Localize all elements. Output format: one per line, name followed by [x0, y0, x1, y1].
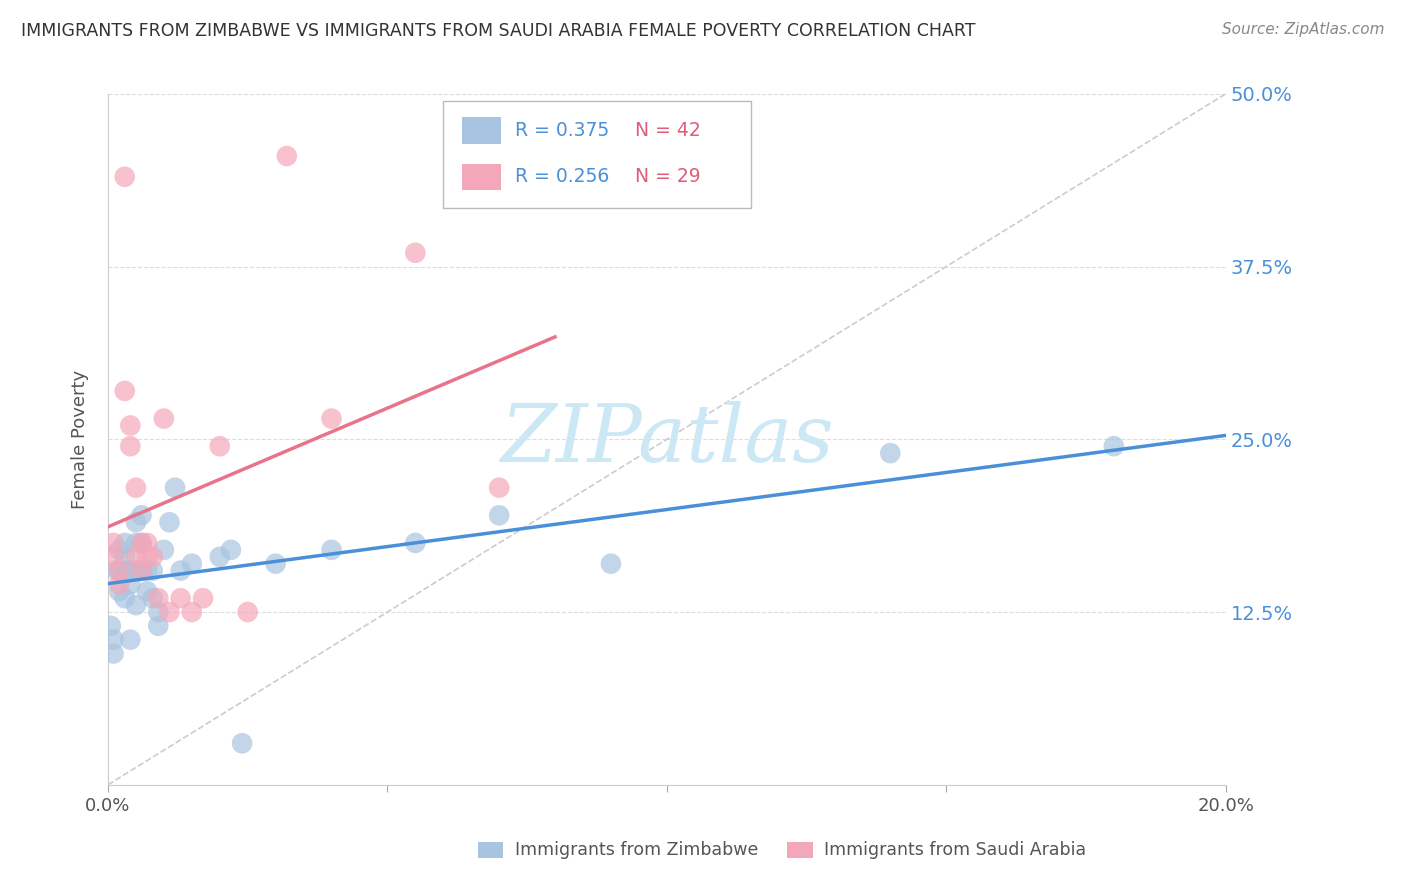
Point: [103, 647, 125, 661]
Point: [136, 536, 159, 550]
Point: [120, 564, 142, 578]
Point: [125, 549, 148, 564]
Point: [180, 605, 202, 619]
Point: [120, 577, 142, 591]
Point: [114, 169, 136, 184]
Point: [114, 536, 136, 550]
Point: [219, 542, 242, 557]
Point: [142, 549, 165, 564]
Point: [108, 564, 131, 578]
Point: [125, 515, 148, 529]
Point: [100, 619, 122, 633]
Text: IMMIGRANTS FROM ZIMBABWE VS IMMIGRANTS FROM SAUDI ARABIA FEMALE POVERTY CORRELAT: IMMIGRANTS FROM ZIMBABWE VS IMMIGRANTS F…: [21, 22, 976, 40]
Point: [236, 605, 259, 619]
Point: [120, 439, 142, 453]
Point: [131, 536, 153, 550]
Point: [148, 605, 170, 619]
FancyBboxPatch shape: [787, 842, 813, 858]
Point: [153, 542, 176, 557]
Point: [404, 536, 426, 550]
Point: [108, 584, 131, 599]
FancyBboxPatch shape: [443, 101, 751, 208]
Text: Immigrants from Zimbabwe: Immigrants from Zimbabwe: [515, 841, 758, 859]
Point: [180, 557, 202, 571]
Point: [231, 736, 253, 750]
Text: N = 29: N = 29: [636, 168, 702, 186]
Text: Immigrants from Saudi Arabia: Immigrants from Saudi Arabia: [824, 841, 1085, 859]
Point: [125, 564, 148, 578]
Point: [488, 508, 510, 523]
Point: [108, 577, 131, 591]
Point: [148, 619, 170, 633]
Point: [114, 591, 136, 606]
Text: R = 0.256: R = 0.256: [515, 168, 609, 186]
Point: [131, 564, 153, 578]
Point: [488, 481, 510, 495]
Y-axis label: Female Poverty: Female Poverty: [72, 370, 89, 508]
Point: [142, 591, 165, 606]
Point: [142, 564, 165, 578]
Point: [879, 446, 901, 460]
Point: [136, 564, 159, 578]
Point: [120, 632, 142, 647]
Point: [105, 564, 128, 578]
Point: [103, 632, 125, 647]
Point: [108, 542, 131, 557]
Point: [159, 515, 181, 529]
Point: [136, 584, 159, 599]
Point: [264, 557, 287, 571]
Point: [208, 439, 231, 453]
Point: [120, 418, 142, 433]
Point: [153, 411, 176, 425]
Point: [131, 508, 153, 523]
Point: [114, 384, 136, 398]
Point: [600, 557, 623, 571]
Point: [276, 149, 298, 163]
FancyBboxPatch shape: [463, 163, 502, 190]
Point: [321, 411, 343, 425]
Point: [169, 591, 191, 606]
FancyBboxPatch shape: [478, 842, 503, 858]
Point: [191, 591, 214, 606]
Point: [125, 598, 148, 612]
Point: [404, 245, 426, 260]
Text: R = 0.375: R = 0.375: [515, 121, 609, 140]
Text: Source: ZipAtlas.com: Source: ZipAtlas.com: [1222, 22, 1385, 37]
Point: [169, 564, 191, 578]
Point: [1102, 439, 1125, 453]
Point: [208, 549, 231, 564]
Point: [163, 481, 186, 495]
FancyBboxPatch shape: [463, 118, 502, 144]
Point: [103, 549, 125, 564]
Point: [159, 605, 181, 619]
Point: [321, 542, 343, 557]
Point: [136, 549, 159, 564]
Point: [125, 481, 148, 495]
Text: ZIPatlas: ZIPatlas: [501, 401, 834, 478]
Point: [125, 536, 148, 550]
Text: N = 42: N = 42: [636, 121, 702, 140]
Point: [114, 549, 136, 564]
Point: [103, 536, 125, 550]
Point: [108, 564, 131, 578]
Point: [114, 564, 136, 578]
Point: [131, 564, 153, 578]
Point: [131, 536, 153, 550]
Point: [148, 591, 170, 606]
